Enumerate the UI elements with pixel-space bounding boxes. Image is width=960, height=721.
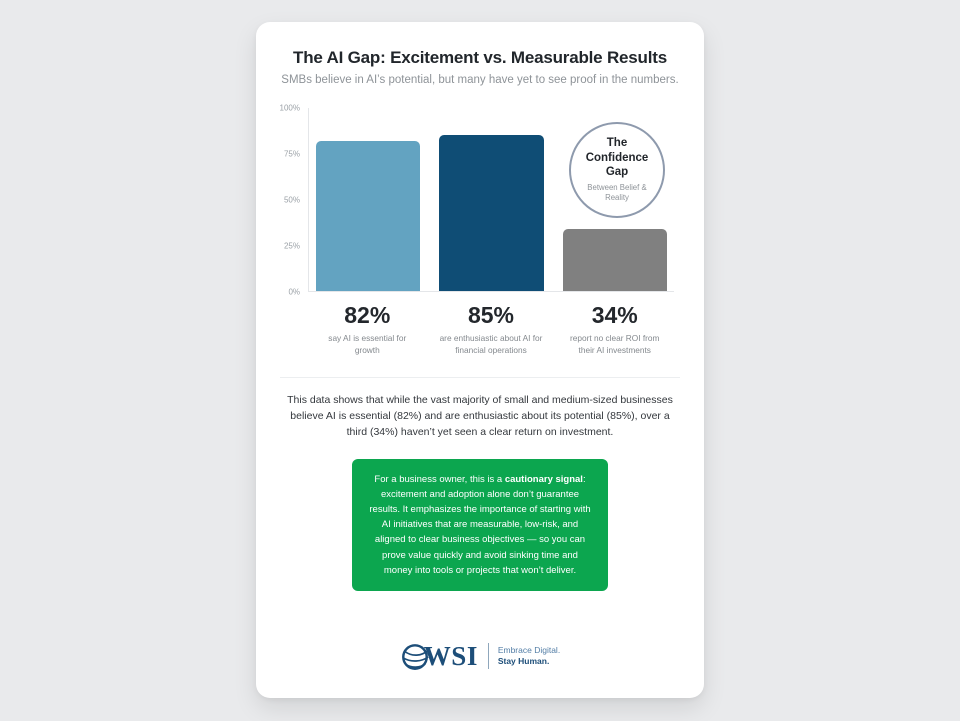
chart-plot-area xyxy=(308,108,674,292)
wsi-globe-icon xyxy=(401,644,429,671)
annotation-title: The Confidence Gap xyxy=(585,137,649,179)
stat-value: 82% xyxy=(344,302,391,328)
section-divider xyxy=(280,376,680,378)
stat-value: 85% xyxy=(467,302,515,328)
bar-enthusiastic-about-ai xyxy=(439,135,544,291)
stat-no-roi: 34% report no clear ROI from their AI in… xyxy=(562,302,667,357)
stat-enthusiastic: 85% are enthusiastic about AI for financ… xyxy=(439,302,544,357)
infographic-card: The AI Gap: Excitement vs. Measurable Re… xyxy=(256,22,704,698)
logo-separator xyxy=(487,643,489,670)
y-axis-tick-100: 100% xyxy=(279,103,300,113)
callout-bold-text: cautionary signal xyxy=(504,473,583,485)
bar-essential-for-growth xyxy=(316,140,421,291)
bar-no-clear-roi xyxy=(562,228,667,291)
y-axis-tick-25: 25% xyxy=(283,241,300,251)
wsi-wordmark: WSI xyxy=(423,640,478,671)
annotation-subtitle: Between Belief & Reality xyxy=(587,182,647,203)
stat-caption: report no clear ROI from their AI invest… xyxy=(570,333,660,356)
callout-text: : excitement and adoption alone don’t gu… xyxy=(369,473,591,576)
page-subtitle: SMBs believe in AI’s potential, but many… xyxy=(281,74,679,86)
cautionary-callout: For a business owner, this is a cautiona… xyxy=(352,458,608,591)
stat-essential: 82% say AI is essential for growth xyxy=(315,302,420,357)
callout-text: For a business owner, this is a xyxy=(374,473,505,485)
tagline-embrace-digital: Embrace Digital. xyxy=(497,645,561,656)
stat-caption: say AI is essential for growth xyxy=(328,333,407,356)
wsi-logo: WSI Embrace Digital. Stay Human. xyxy=(256,641,704,672)
tagline-stay-human: Stay Human. xyxy=(497,656,550,667)
stat-value: 34% xyxy=(591,302,638,328)
summary-paragraph: This data shows that while the vast majo… xyxy=(287,393,673,439)
y-axis-tick-50: 50% xyxy=(283,195,300,205)
bar-chart: 100% 75% 50% 25% 0% The Confidence Gap B… xyxy=(256,102,704,297)
stat-caption: are enthusiastic about AI for financial … xyxy=(439,333,543,356)
y-axis-tick-75: 75% xyxy=(283,149,300,159)
stats-row: 82% say AI is essential for growth 85% a… xyxy=(315,302,667,357)
confidence-gap-annotation: The Confidence Gap Between Belief & Real… xyxy=(569,122,665,218)
page-title: The AI Gap: Excitement vs. Measurable Re… xyxy=(293,48,667,67)
y-axis-tick-0: 0% xyxy=(288,287,300,297)
logo-taglines: Embrace Digital. Stay Human. xyxy=(498,645,560,667)
